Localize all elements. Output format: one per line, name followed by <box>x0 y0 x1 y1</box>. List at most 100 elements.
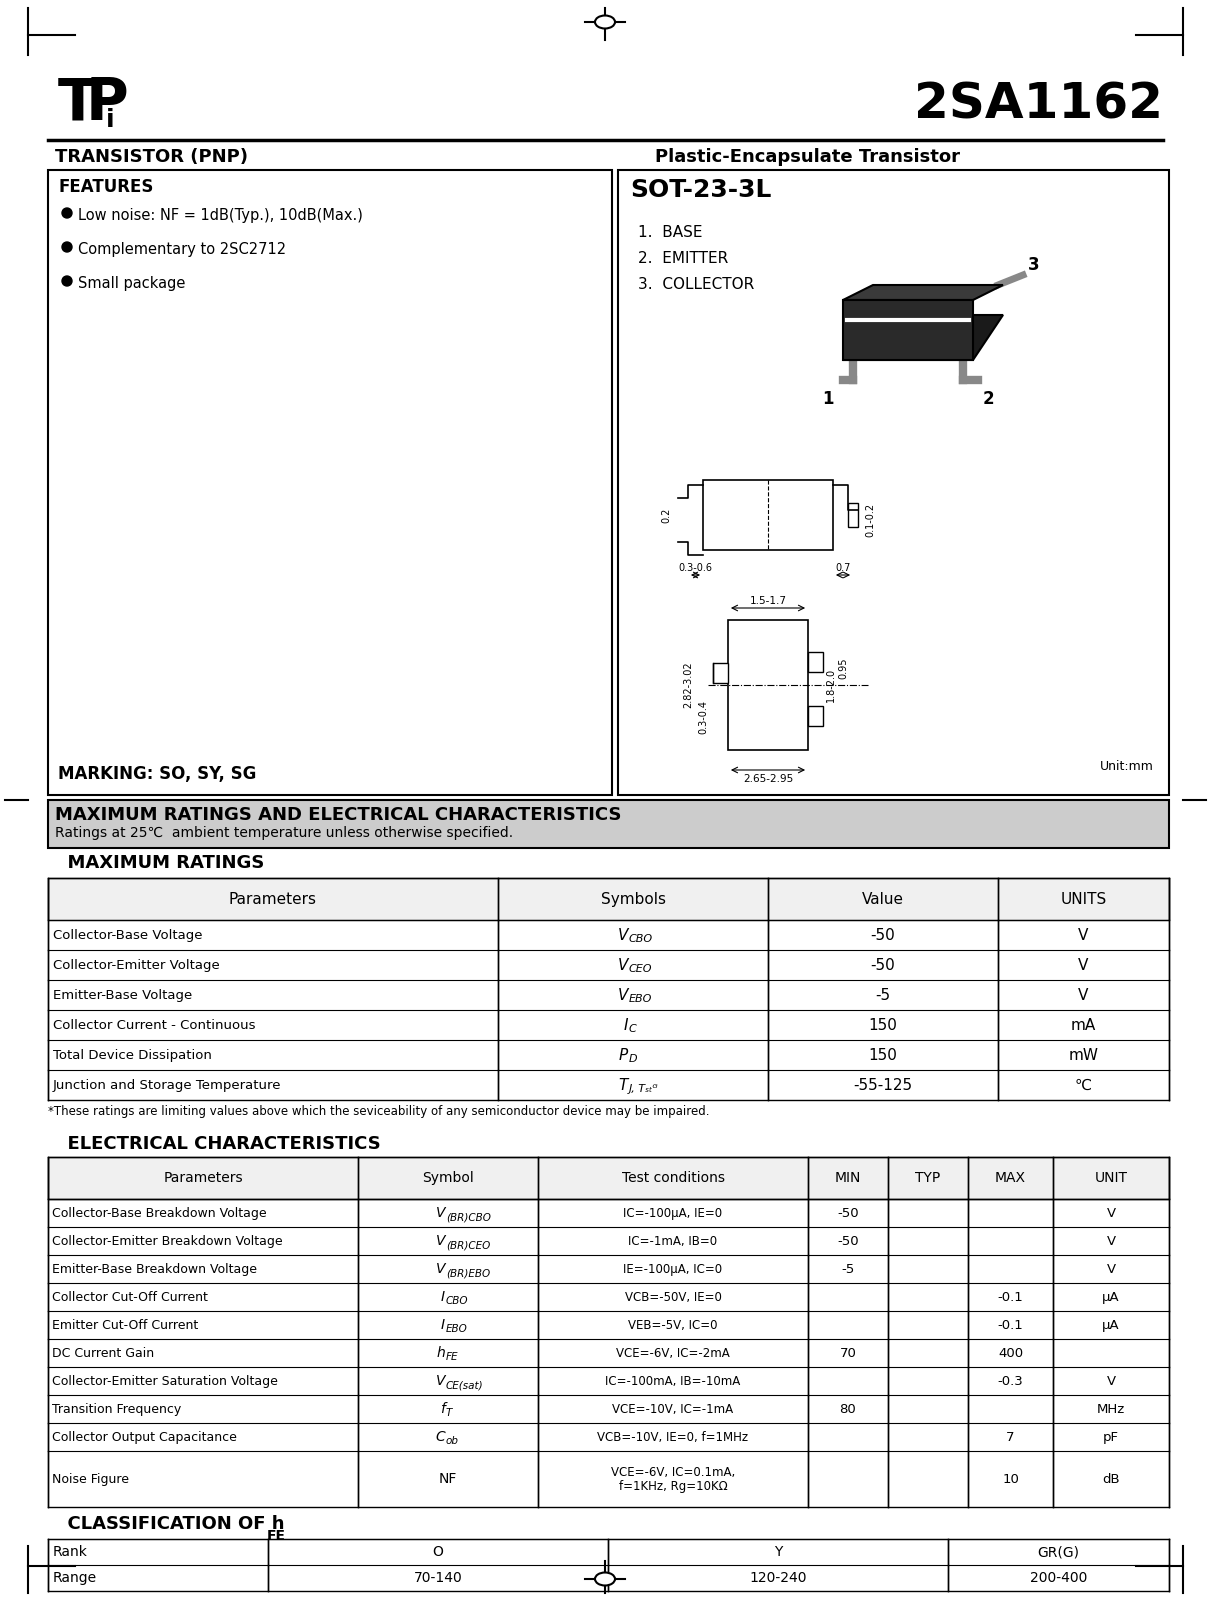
Text: Junction and Storage Temperature: Junction and Storage Temperature <box>53 1079 281 1092</box>
Text: Ratings at 25℃  ambient temperature unless otherwise specified.: Ratings at 25℃ ambient temperature unles… <box>54 826 513 841</box>
Bar <box>808 652 823 672</box>
Text: Collector-Base Voltage: Collector-Base Voltage <box>53 929 202 941</box>
Text: IE=-100μA, IC=0: IE=-100μA, IC=0 <box>624 1263 723 1276</box>
Polygon shape <box>843 299 972 360</box>
Text: O: O <box>432 1545 443 1559</box>
Text: 0.2: 0.2 <box>661 508 671 522</box>
Text: UNIT: UNIT <box>1095 1170 1127 1185</box>
Text: Symbols: Symbols <box>601 892 666 906</box>
Text: T: T <box>58 75 98 131</box>
Circle shape <box>62 242 71 251</box>
Text: VCE=-6V, IC=0.1mA,: VCE=-6V, IC=0.1mA, <box>610 1465 735 1478</box>
Text: UNITS: UNITS <box>1061 892 1107 906</box>
Text: i: i <box>107 107 115 131</box>
Text: -55-125: -55-125 <box>854 1077 913 1092</box>
Text: MAX: MAX <box>995 1170 1026 1185</box>
Ellipse shape <box>595 1572 615 1585</box>
Text: NF: NF <box>438 1471 458 1486</box>
Text: Range: Range <box>53 1571 97 1585</box>
Text: Collector-Emitter Saturation Voltage: Collector-Emitter Saturation Voltage <box>52 1375 277 1388</box>
Text: DC Current Gain: DC Current Gain <box>52 1346 154 1359</box>
Bar <box>48 1158 1169 1199</box>
Text: V: V <box>618 988 629 1002</box>
Text: 1.5-1.7: 1.5-1.7 <box>750 596 786 607</box>
Text: I: I <box>624 1018 629 1033</box>
Text: TRANSISTOR (PNP): TRANSISTOR (PNP) <box>54 147 248 167</box>
Text: SOT-23-3L: SOT-23-3L <box>630 178 771 202</box>
Text: V: V <box>1107 1263 1115 1276</box>
Text: FEATURES: FEATURES <box>58 178 154 195</box>
Text: 2.65-2.95: 2.65-2.95 <box>742 773 793 784</box>
Text: 1: 1 <box>822 391 833 408</box>
Text: pF: pF <box>1103 1431 1119 1444</box>
Text: 1.8-2.0: 1.8-2.0 <box>826 668 836 703</box>
Text: V: V <box>1107 1207 1115 1220</box>
Text: MHz: MHz <box>1097 1402 1125 1415</box>
Text: 0.3-0.6: 0.3-0.6 <box>678 564 712 573</box>
Text: dB: dB <box>1102 1473 1120 1486</box>
Bar <box>713 663 728 684</box>
Text: h: h <box>436 1346 444 1359</box>
Text: Collector Output Capacitance: Collector Output Capacitance <box>52 1431 237 1444</box>
Text: Collector-Emitter Breakdown Voltage: Collector-Emitter Breakdown Voltage <box>52 1234 282 1247</box>
Text: (BR)EBO: (BR)EBO <box>446 1268 490 1278</box>
Text: MARKING: SO, SY, SG: MARKING: SO, SY, SG <box>58 765 257 783</box>
Text: 0.7: 0.7 <box>836 564 850 573</box>
Text: Test conditions: Test conditions <box>621 1170 724 1185</box>
Text: CBO: CBO <box>629 933 653 945</box>
Text: P: P <box>86 75 128 131</box>
Text: -50: -50 <box>837 1234 859 1247</box>
Text: ℃: ℃ <box>1075 1077 1092 1092</box>
Ellipse shape <box>595 16 615 29</box>
Text: mW: mW <box>1068 1047 1098 1063</box>
Text: 400: 400 <box>998 1346 1023 1359</box>
Text: 70-140: 70-140 <box>414 1571 463 1585</box>
Text: 2SA1162: 2SA1162 <box>914 80 1163 128</box>
Text: C: C <box>435 1430 444 1444</box>
Polygon shape <box>843 285 1003 299</box>
Text: f=1KHz, Rg=10KΩ: f=1KHz, Rg=10KΩ <box>619 1479 728 1492</box>
Text: 0.3-0.4: 0.3-0.4 <box>698 700 708 733</box>
Text: TYP: TYP <box>916 1170 941 1185</box>
Text: Rank: Rank <box>53 1545 88 1559</box>
Bar <box>48 800 1169 849</box>
Text: Symbol: Symbol <box>423 1170 474 1185</box>
Text: V: V <box>1078 988 1089 1002</box>
Text: 0.95: 0.95 <box>838 658 848 679</box>
Text: CEO: CEO <box>629 964 653 973</box>
Text: Collector-Emitter Voltage: Collector-Emitter Voltage <box>53 959 219 972</box>
Text: Parameters: Parameters <box>229 892 317 906</box>
Text: V: V <box>1107 1234 1115 1247</box>
Text: EBO: EBO <box>629 994 653 1004</box>
Text: μA: μA <box>1102 1290 1120 1303</box>
Text: 0.1-0.2: 0.1-0.2 <box>865 503 876 536</box>
Text: Value: Value <box>862 892 903 906</box>
Text: Collector-Base Breakdown Voltage: Collector-Base Breakdown Voltage <box>52 1207 266 1220</box>
Text: MAXIMUM RATINGS AND ELECTRICAL CHARACTERISTICS: MAXIMUM RATINGS AND ELECTRICAL CHARACTER… <box>54 805 621 825</box>
Text: J, Tₛₜᴳ: J, Tₛₜᴳ <box>629 1084 659 1093</box>
Text: FE: FE <box>446 1351 459 1362</box>
Text: V: V <box>436 1374 444 1388</box>
Text: Low noise: NF = 1dB(Typ.), 10dB(Max.): Low noise: NF = 1dB(Typ.), 10dB(Max.) <box>78 208 363 223</box>
Text: -50: -50 <box>871 957 895 972</box>
Text: -0.1: -0.1 <box>998 1290 1023 1303</box>
Text: -0.3: -0.3 <box>998 1375 1023 1388</box>
Text: V: V <box>618 927 629 943</box>
Text: V: V <box>1078 957 1089 972</box>
Text: Parameters: Parameters <box>163 1170 243 1185</box>
Text: 70: 70 <box>839 1346 856 1359</box>
Text: Emitter-Base Voltage: Emitter-Base Voltage <box>53 988 193 1002</box>
Bar <box>618 170 1169 796</box>
Text: T: T <box>446 1407 453 1418</box>
Text: Collector Current - Continuous: Collector Current - Continuous <box>53 1018 256 1031</box>
Bar <box>48 877 1169 921</box>
Text: V: V <box>436 1234 444 1249</box>
Text: Total Device Dissipation: Total Device Dissipation <box>53 1049 212 1061</box>
Text: C: C <box>629 1025 637 1034</box>
Polygon shape <box>843 315 1003 360</box>
Text: 10: 10 <box>1001 1473 1018 1486</box>
Text: -50: -50 <box>837 1207 859 1220</box>
Text: IC=-100mA, IB=-10mA: IC=-100mA, IB=-10mA <box>606 1375 741 1388</box>
Text: V: V <box>618 957 629 972</box>
Text: GR(G): GR(G) <box>1038 1545 1079 1559</box>
